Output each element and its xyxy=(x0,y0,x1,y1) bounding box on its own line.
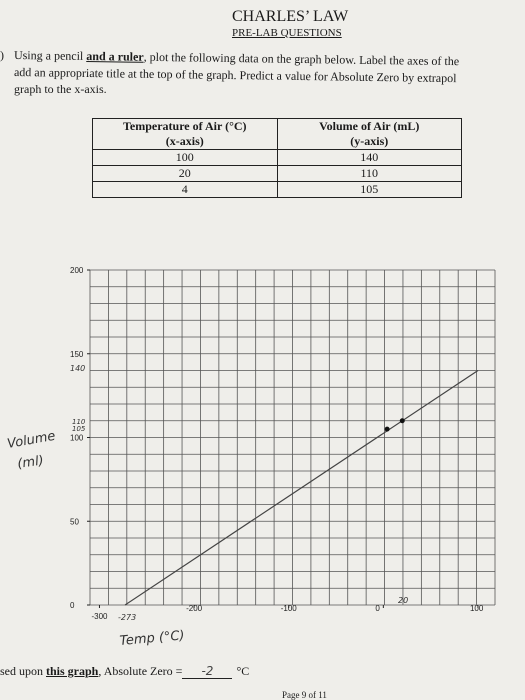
handwriting: 110 xyxy=(72,418,86,426)
y-tick-label: 150 xyxy=(70,350,84,359)
handwriting: 20 xyxy=(398,596,408,605)
text: °C xyxy=(236,664,250,678)
answer: -2 xyxy=(182,664,233,679)
title: CHARLES’ LAW xyxy=(232,8,349,25)
instruction-line: graph to the x-axis. xyxy=(14,82,107,96)
handwriting: Temp (°C) xyxy=(119,628,185,649)
y-tick-label: 0 xyxy=(70,601,75,610)
th: (x-axis) xyxy=(165,134,204,148)
handwriting: Volume xyxy=(6,429,56,452)
handwriting: 140 xyxy=(70,364,85,373)
text: this graph xyxy=(46,664,99,678)
instruction-marker: ) xyxy=(0,48,4,62)
x-tick-label: 100 xyxy=(470,604,484,613)
subtitle: PRE-LAB QUESTIONS xyxy=(232,27,342,39)
x-tick-label: -300 xyxy=(91,612,108,621)
footer-question: sed upon this graph, Absolute Zero = -2 °C xyxy=(0,664,249,679)
data-point xyxy=(399,418,405,424)
data-point xyxy=(384,426,390,432)
fit-line xyxy=(124,370,479,606)
x-tick-label: 0 xyxy=(375,604,380,613)
x-tick-label: -100 xyxy=(281,604,298,613)
page-number: Page 9 of 11 xyxy=(282,690,327,700)
handwriting: 105 xyxy=(72,425,86,433)
handwriting: -273 xyxy=(118,613,136,622)
th: (y-axis) xyxy=(350,134,389,148)
text: sed upon xyxy=(0,664,46,678)
text: , Absolute Zero = xyxy=(98,664,183,678)
y-tick-label: 50 xyxy=(70,517,79,526)
cell: 105 xyxy=(276,181,462,198)
data-table: Temperature of Air (°C) (x-axis) Volume o… xyxy=(92,118,462,198)
th: Temperature of Air (°C) xyxy=(122,119,247,133)
y-tick-label: 200 xyxy=(70,266,84,275)
y-tick-label: 100 xyxy=(70,434,84,443)
x-tick-label: -200 xyxy=(186,604,203,613)
th: Volume of Air (mL) xyxy=(319,119,420,133)
handwriting: (ml) xyxy=(16,453,44,472)
